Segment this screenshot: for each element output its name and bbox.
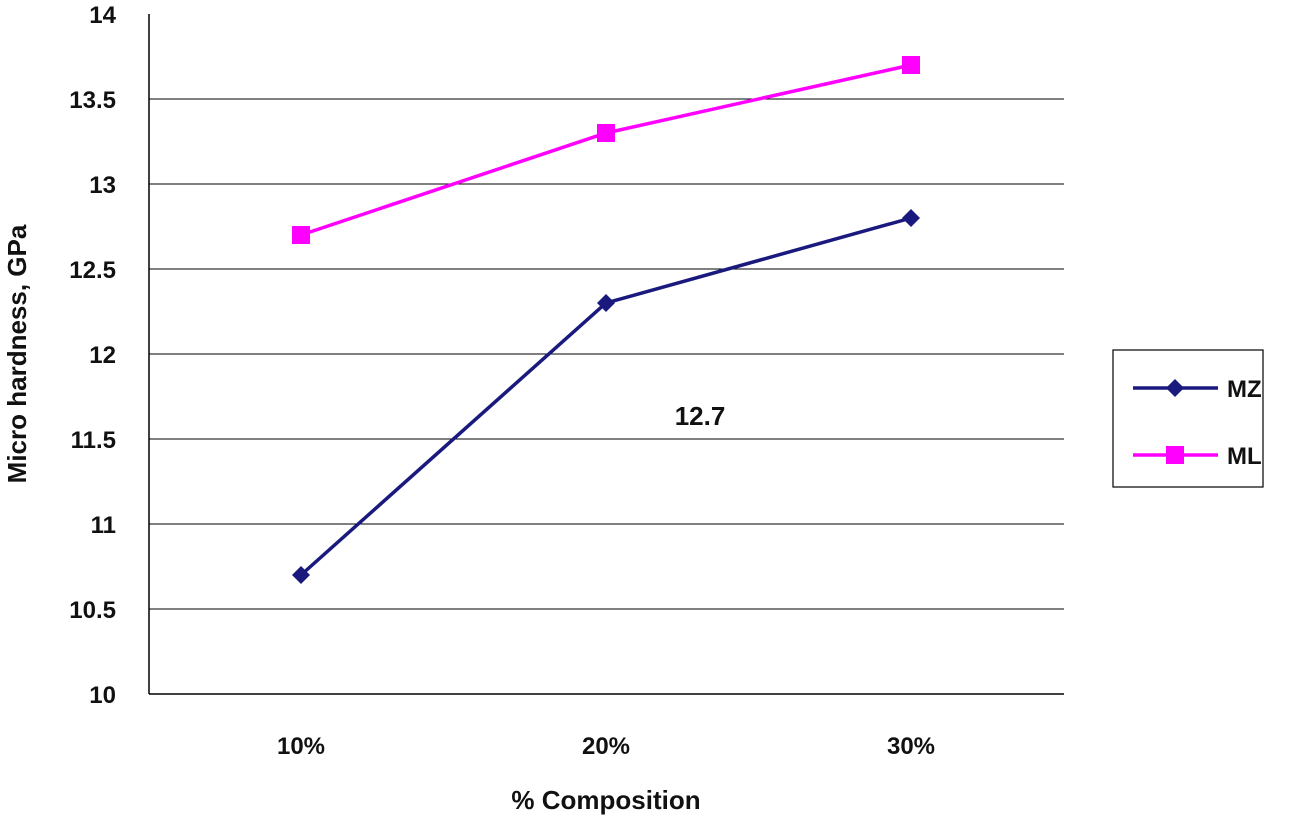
y-tick-label: 12 <box>89 342 116 369</box>
legend-marker <box>1166 379 1184 397</box>
y-tick-label: 14 <box>89 2 116 29</box>
legend-label: MZ <box>1227 376 1262 403</box>
series-ml <box>292 56 920 244</box>
series-line <box>300 63 912 237</box>
data-point <box>902 56 920 74</box>
gridlines <box>149 98 1064 610</box>
y-tick-label: 13 <box>89 172 116 199</box>
axes <box>148 14 1064 695</box>
y-tick-labels: 10 10.5 11 11.5 12 12.5 13 13.5 14 <box>69 2 116 709</box>
y-axis-title: Micro hardness, GPa <box>2 224 32 483</box>
annotation-label: 12.7 <box>675 401 726 431</box>
data-point <box>902 209 920 227</box>
y-tick-label: 10.5 <box>69 597 116 624</box>
y-tick-label: 11.5 <box>71 427 116 454</box>
legend-label: ML <box>1227 443 1262 470</box>
data-point <box>597 294 615 312</box>
x-tick-label: 20% <box>582 733 630 760</box>
legend-marker <box>1166 446 1184 464</box>
y-tick-label: 11 <box>91 512 116 539</box>
legend-entry-ml: ML <box>1133 443 1262 470</box>
x-tick-labels: 10% 20% 30% <box>277 733 935 760</box>
series-line <box>299 216 912 577</box>
x-tick-label: 10% <box>277 733 325 760</box>
series <box>292 56 920 584</box>
legend-box <box>1112 349 1264 488</box>
legend-entry-mz: MZ <box>1133 376 1262 403</box>
series-mz <box>292 209 920 584</box>
y-tick-label: 12.5 <box>69 257 116 284</box>
data-point <box>292 566 310 584</box>
x-axis-title: % Composition <box>511 785 700 815</box>
x-tick-label: 30% <box>887 733 935 760</box>
legend-items: MZ ML <box>1133 376 1262 470</box>
y-tick-label: 10 <box>89 682 116 709</box>
data-point <box>292 226 310 244</box>
data-point <box>597 124 615 142</box>
legend: MZ ML <box>1112 349 1264 488</box>
y-tick-label: 13.5 <box>69 87 116 114</box>
